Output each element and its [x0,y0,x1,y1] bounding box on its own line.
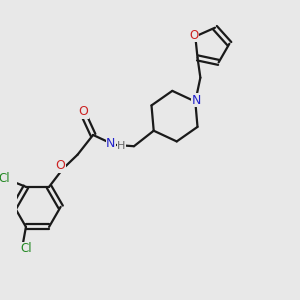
Text: Cl: Cl [0,172,10,185]
Text: N: N [106,137,116,150]
Text: N: N [192,94,201,107]
Text: O: O [56,159,66,172]
Text: O: O [78,105,88,118]
Text: H: H [117,141,125,151]
Text: Cl: Cl [21,242,32,255]
Text: O: O [189,28,199,42]
